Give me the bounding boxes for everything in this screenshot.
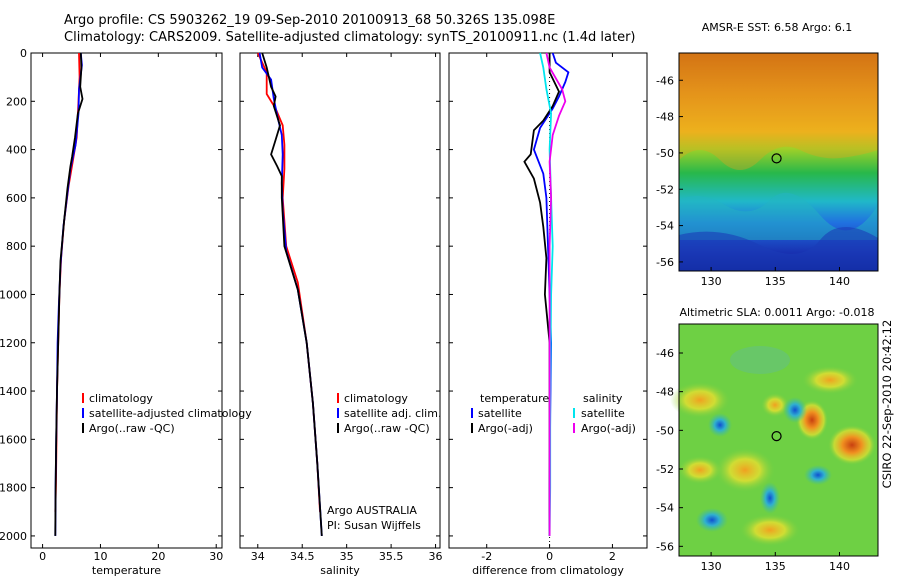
- x-tick-label: 140: [829, 275, 850, 288]
- map-frame: [678, 52, 879, 272]
- x-tick-label: 140: [829, 560, 850, 573]
- y-tick-label: 200: [6, 95, 27, 108]
- y-tick-label: 2000: [0, 530, 27, 543]
- argo-position-marker-sla: [771, 431, 782, 442]
- y-tick-label: 1800: [0, 482, 27, 495]
- sst-map-title: AMSR-E SST: 6.58 Argo: 6.1: [702, 21, 853, 34]
- sst-map-panel: AMSR-E SST: 6.58 Argo: 6.1 130 135 140 -46 -…: [656, 21, 879, 288]
- y-tick-label: -52: [656, 183, 674, 196]
- legend-label-salinity: satellite: [581, 407, 625, 420]
- x-tick-label: 130: [701, 275, 722, 288]
- x-axis-label: salinity: [320, 564, 360, 577]
- csiro-timestamp: CSIRO 22-Sep-2010 20:42:12: [880, 320, 894, 489]
- x-tick-label: 34: [251, 550, 265, 563]
- legend-label: Argo(..raw -QC): [89, 422, 175, 435]
- x-axis-label: difference from climatology: [472, 564, 624, 577]
- y-tick-label: 800: [6, 240, 27, 253]
- figure-title-line2: Climatology: CARS2009. Satellite-adjuste…: [64, 30, 636, 45]
- argo-position-marker-sst: [771, 153, 782, 164]
- x-tick-label: -2: [481, 550, 492, 563]
- series-line-argo-raw-qc-: [54, 52, 84, 536]
- legend-label: satellite adj. clim.: [344, 407, 441, 420]
- legend-label: climatology: [89, 392, 153, 405]
- legend-label: satellite-adjusted climatology: [89, 407, 252, 420]
- profile-panels: 0 10 20 30020040060080010001200140016001800…: [0, 47, 648, 577]
- series-line-climatology: [256, 52, 321, 512]
- y-tick-label: -48: [656, 111, 674, 124]
- sla-map-title: Altimetric SLA: 0.0011 Argo: -0.018: [680, 306, 875, 319]
- y-tick-label: -54: [656, 220, 674, 233]
- profile-panel-2: 34 34.5 35 35.5 36 salinity climatology satelli…: [239, 52, 443, 577]
- y-tick-label: -56: [656, 256, 674, 269]
- y-tick-label: 400: [6, 144, 27, 157]
- y-tick-label: -46: [656, 347, 674, 360]
- legend-label-temperature: Argo(-adj): [478, 422, 533, 435]
- x-tick-label: 2: [609, 550, 616, 563]
- y-tick-label: -56: [656, 540, 674, 553]
- x-tick-label: 0: [39, 550, 46, 563]
- x-tick-label: 0: [546, 550, 553, 563]
- plot-frame: [239, 52, 441, 549]
- x-tick-label: 30: [209, 550, 223, 563]
- annotation-text: PI: Susan Wijffels: [327, 519, 421, 532]
- legend-label-temperature: temperature: [480, 392, 549, 405]
- figure-title-line1: Argo profile: CS 5903262_19 09-Sep-2010 …: [64, 13, 556, 28]
- x-tick-label: 130: [701, 560, 722, 573]
- y-tick-label: -50: [656, 147, 674, 160]
- x-axis-label: temperature: [92, 564, 161, 577]
- plot-frame: [30, 52, 223, 549]
- y-tick-label: -50: [656, 424, 674, 437]
- legend-label: climatology: [344, 392, 408, 405]
- x-tick-label: 10: [93, 550, 107, 563]
- sla-map-panel: Altimetric SLA: 0.0011 Argo: -0.018 130 1…: [656, 306, 879, 573]
- series-line-satellite-adj-clim-: [258, 52, 323, 536]
- profile-panel-1: 0 10 20 30 0 200 400 600 800 1000 1200 1400 1600 1800…: [0, 47, 252, 577]
- y-tick-label: -48: [656, 386, 674, 399]
- y-tick-label: -54: [656, 502, 674, 515]
- map-frame: [678, 323, 879, 557]
- y-tick-label: 1200: [0, 337, 27, 350]
- plot-frame: [448, 52, 648, 549]
- x-tick-label: 20: [151, 550, 165, 563]
- y-tick-label: 0: [20, 47, 27, 60]
- legend-label-temperature: satellite: [478, 407, 522, 420]
- legend-label-salinity: Argo(-adj): [581, 422, 636, 435]
- legend-label: Argo(..raw -QC): [344, 422, 430, 435]
- series-line-temperature-argo-adj-: [523, 53, 560, 536]
- legend-label-salinity: salinity: [583, 392, 623, 405]
- x-tick-label: 35.5: [379, 550, 404, 563]
- y-tick-label: 1000: [0, 288, 27, 301]
- x-tick-label: 36: [429, 550, 443, 563]
- y-tick-label: 600: [6, 192, 27, 205]
- x-tick-label: 135: [765, 275, 786, 288]
- x-tick-label: 35: [340, 550, 354, 563]
- y-tick-label: -52: [656, 463, 674, 476]
- x-tick-label: 34.5: [290, 550, 315, 563]
- series-line-argo-raw-qc-: [261, 52, 323, 536]
- annotation-text: Argo AUSTRALIA: [327, 504, 417, 517]
- y-tick-label: -46: [656, 74, 674, 87]
- x-tick-label: 135: [765, 560, 786, 573]
- y-tick-label: 1600: [0, 433, 27, 446]
- y-tick-label: 1400: [0, 385, 27, 398]
- series-line-salinity-argo-adj-: [545, 52, 567, 536]
